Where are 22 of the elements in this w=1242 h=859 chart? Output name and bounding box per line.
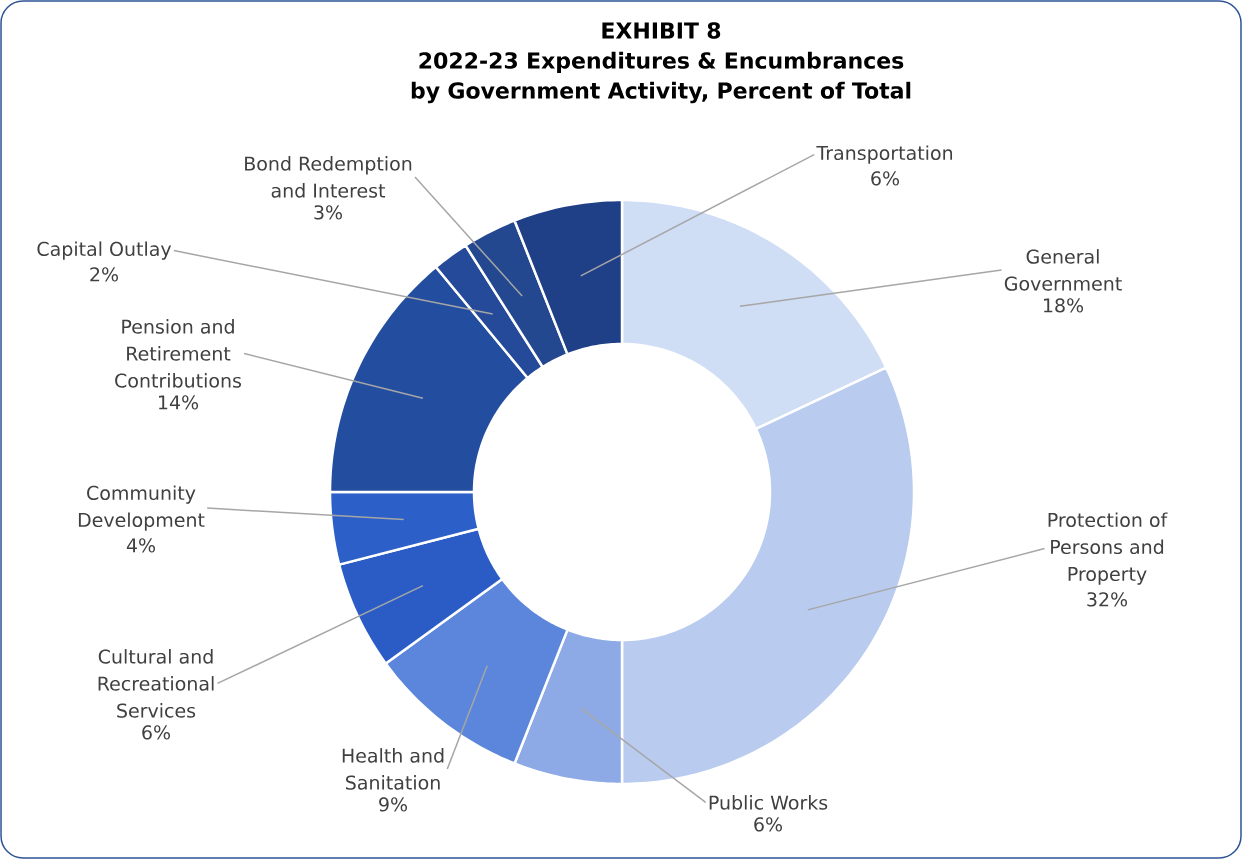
- slice-label: Capital Outlay: [37, 241, 172, 260]
- data-label: 2%: [90, 267, 119, 282]
- data-label: 6%: [142, 725, 171, 740]
- slice-label: Cultural and Recreational Services: [98, 649, 214, 718]
- slice-label: Community Development: [78, 485, 205, 531]
- data-label: 6%: [754, 817, 783, 832]
- chart-title: EXHIBIT 8: [602, 22, 721, 39]
- data-label: 14%: [158, 395, 199, 410]
- slice-label: Pension and Retirement Contributions: [115, 319, 242, 388]
- slice-label: Protection of Persons and Property: [1048, 512, 1168, 585]
- slice-label: Transportation: [816, 145, 953, 164]
- slice-label: Health and Sanitation: [342, 748, 444, 790]
- chart-subtitle: 2022-23 Expenditures & Encumbrances by Government Activity, Percent of Total: [411, 51, 911, 104]
- slice-label: Public Works: [709, 795, 828, 810]
- slice-label: General Government: [1004, 249, 1122, 291]
- data-label: 6%: [871, 171, 900, 186]
- data-label: 9%: [379, 797, 408, 812]
- data-label: 32%: [1087, 592, 1128, 607]
- data-label: 3%: [314, 205, 343, 220]
- data-label: 4%: [126, 538, 156, 553]
- slice-label: Bond Redemption and Interest: [245, 156, 412, 198]
- data-label: 18%: [1043, 298, 1084, 313]
